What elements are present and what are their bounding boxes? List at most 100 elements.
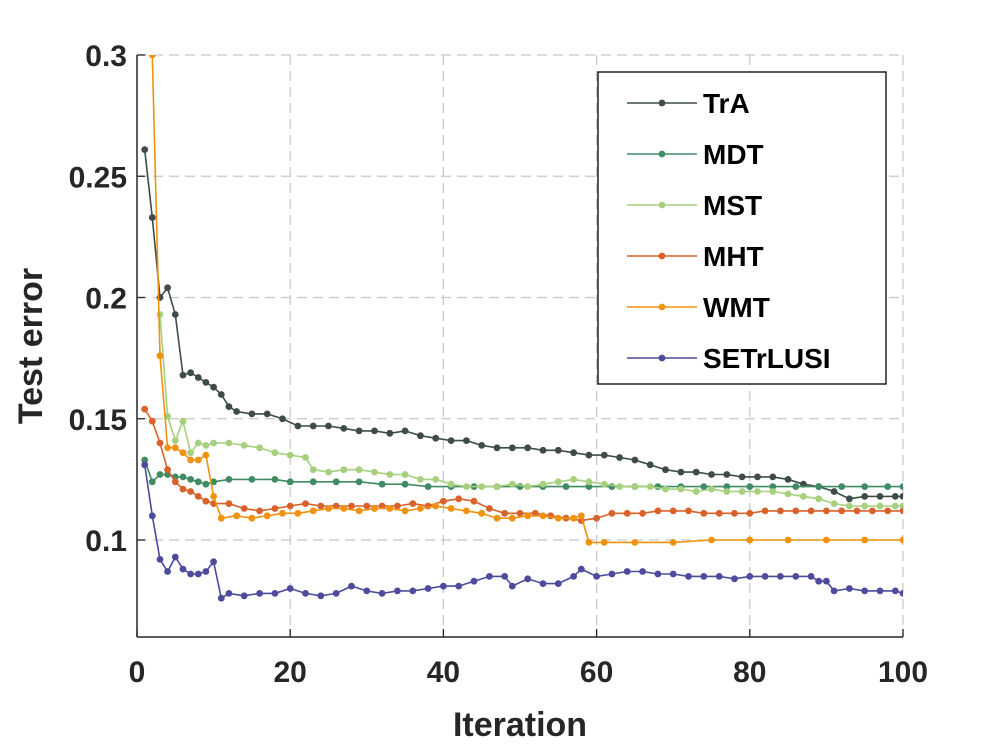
data-point [478,442,486,449]
data-point [654,507,662,515]
data-point [608,509,616,517]
data-point [463,437,470,444]
data-point [899,493,903,500]
data-point [524,512,532,520]
data-point [769,488,777,495]
data-point [447,505,455,512]
data-point [187,456,195,464]
data-point [577,512,585,520]
data-point [401,480,409,488]
data-point [508,444,516,452]
x-tick-label: 0 [129,656,146,689]
data-point [440,497,447,505]
data-point [302,454,309,461]
data-point [585,483,593,490]
data-point [286,451,294,459]
data-point [815,495,823,503]
data-point [325,505,332,512]
data-point [807,573,815,580]
data-point [861,536,869,544]
data-point [669,570,677,578]
series-line [143,464,903,600]
data-point [830,587,838,595]
data-point [240,505,248,512]
data-point [371,427,378,435]
data-point [363,502,371,510]
data-point [240,442,248,449]
y-tick-label: 0.1 [85,525,127,558]
data-point [777,573,784,580]
y-axis-title: Test error [12,268,50,424]
data-point [355,427,363,435]
data-point [171,444,179,452]
data-point [286,502,294,510]
data-point [769,483,777,490]
data-point [225,403,233,410]
data-point [486,573,493,580]
data-point [470,577,478,585]
data-point [233,408,241,415]
x-tick-label: 60 [580,656,613,689]
legend-item: MST [627,190,762,221]
data-point [876,587,884,595]
data-point [792,483,800,490]
data-point [141,405,149,413]
legend-marker [658,99,666,107]
data-point [861,587,869,595]
data-point [179,449,187,457]
series-line [144,408,903,522]
series-group [141,55,903,602]
data-point [861,483,869,490]
data-point [677,485,685,493]
data-point [355,478,363,486]
data-point [692,468,700,476]
data-point [715,573,723,580]
data-point [539,512,547,520]
data-point [899,590,903,597]
data-point [187,476,195,483]
data-point [148,417,156,425]
data-point [394,587,401,595]
data-point [823,536,830,544]
data-point [516,509,524,517]
data-point [294,422,302,430]
data-point [731,509,738,517]
data-point [838,507,846,515]
data-point [639,568,646,575]
data-point [148,214,156,221]
data-point [187,570,195,578]
legend-marker [658,201,666,209]
data-point [478,483,486,490]
data-point [846,585,853,592]
legend-label: TrA [703,88,750,119]
series-mst [156,311,903,510]
data-point [493,444,501,452]
data-point [332,590,340,597]
legend-marker [658,303,666,311]
data-point [164,568,172,575]
data-point [156,556,164,563]
data-point [309,422,317,430]
data-point [432,476,440,483]
legend-box [597,71,887,385]
data-point [876,502,884,510]
data-point [332,478,340,486]
data-point [823,507,830,515]
data-point [792,573,800,580]
legend-label: MHT [703,241,764,272]
y-tick-label: 0.15 [69,404,127,437]
data-point [600,480,608,488]
data-point [394,502,401,510]
data-point [378,590,386,597]
data-point [194,493,202,500]
data-point [148,512,156,520]
data-point [746,483,754,490]
data-point [501,509,509,517]
data-point [355,466,363,474]
legend-item: TrA [627,88,750,119]
data-point [600,451,608,459]
data-point [210,558,218,566]
data-point [463,483,470,490]
data-point [248,476,256,483]
data-point [286,585,294,592]
